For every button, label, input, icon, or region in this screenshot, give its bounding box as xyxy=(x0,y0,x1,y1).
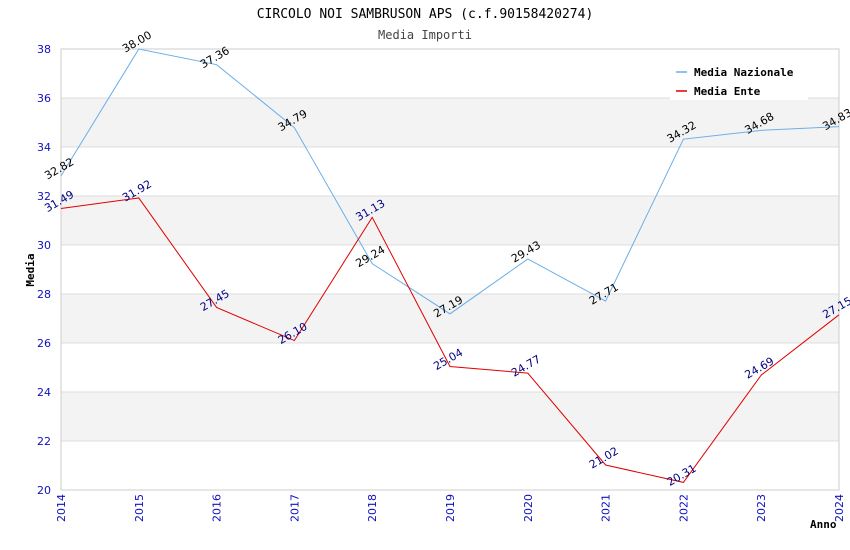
legend-entry: Media Nazionale xyxy=(694,66,794,79)
y-tick-label: 24 xyxy=(37,386,51,399)
chart-title: CIRCOLO NOI SAMBRUSON APS (c.f.901584202… xyxy=(257,7,594,22)
y-tick-label: 28 xyxy=(37,288,51,301)
x-tick-label: 2017 xyxy=(288,494,301,522)
x-tick-label: 2019 xyxy=(444,494,457,522)
x-tick-label: 2022 xyxy=(677,494,690,522)
legend-box xyxy=(670,60,808,100)
grid-band xyxy=(61,98,839,147)
series-line xyxy=(60,197,840,483)
grid-band xyxy=(61,196,839,245)
x-tick-label: 2020 xyxy=(522,494,535,522)
chart-subtitle: Media Importi xyxy=(378,28,472,42)
grid-band xyxy=(61,294,839,343)
y-axis-ticks: 20 22 24 26 28 30 32 34 36 38 xyxy=(37,43,51,497)
y-tick-label: 26 xyxy=(37,337,51,350)
x-tick-label: 2021 xyxy=(600,494,613,522)
y-tick-label: 20 xyxy=(37,484,51,497)
x-tick-label: 2016 xyxy=(211,494,224,522)
y-tick-label: 38 xyxy=(37,43,51,56)
y-axis-label: Media xyxy=(24,253,37,286)
data-label: 20.31 xyxy=(665,462,699,489)
y-tick-label: 22 xyxy=(37,435,51,448)
grid-band xyxy=(61,392,839,441)
series-line xyxy=(60,48,840,315)
x-tick-label: 2018 xyxy=(366,494,379,522)
data-label: 37.36 xyxy=(198,44,232,71)
grid-bands xyxy=(61,98,839,441)
y-tick-label: 36 xyxy=(37,92,51,105)
x-tick-label: 2023 xyxy=(755,494,768,522)
x-tick-label: 2024 xyxy=(833,494,846,522)
x-axis-label: Anno xyxy=(810,518,837,531)
plot-area xyxy=(60,48,840,491)
data-label: 25.04 xyxy=(431,346,465,373)
data-label: 29.24 xyxy=(354,243,388,270)
legend: Media Nazionale Media Ente xyxy=(670,60,808,100)
x-axis-ticks: 2014 2015 2016 2017 2018 2019 2020 2021 2022 2023… xyxy=(55,494,846,522)
data-label: 24.77 xyxy=(509,353,543,380)
x-tick-label: 2015 xyxy=(133,494,146,522)
x-tick-label: 2014 xyxy=(55,494,68,522)
y-tick-label: 32 xyxy=(37,190,51,203)
legend-entry: Media Ente xyxy=(694,85,761,98)
y-tick-label: 30 xyxy=(37,239,51,252)
y-tick-label: 34 xyxy=(37,141,51,154)
data-label: 32.82 xyxy=(42,155,76,182)
